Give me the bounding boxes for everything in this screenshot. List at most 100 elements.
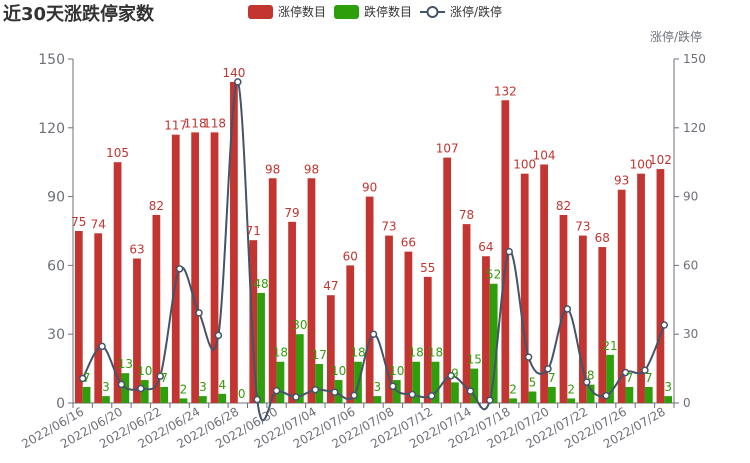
bar-up[interactable] [404, 251, 413, 403]
bar-up[interactable] [171, 134, 180, 403]
ratio-point[interactable] [563, 305, 572, 313]
ratio-point[interactable] [466, 387, 475, 395]
ratio-point[interactable] [427, 392, 436, 400]
bar-up-label: 73 [575, 220, 590, 234]
legend-item-down[interactable]: 跌停数目 [334, 4, 412, 19]
bar-up-label: 64 [478, 240, 493, 254]
bar-down[interactable] [102, 396, 110, 403]
ratio-point[interactable] [389, 382, 397, 391]
bar-up[interactable] [191, 132, 200, 404]
bar-up[interactable] [74, 231, 83, 403]
legend-item-ratio[interactable]: 涨停/跌停 [420, 4, 502, 19]
bar-up[interactable] [579, 235, 587, 403]
bar-up[interactable] [307, 178, 316, 403]
bar-up[interactable] [230, 81, 238, 403]
bar-up[interactable] [520, 173, 529, 403]
ratio-point[interactable] [660, 321, 669, 329]
ratio-point[interactable] [156, 372, 164, 380]
bar-up[interactable] [268, 178, 277, 403]
bar-up[interactable] [210, 132, 219, 404]
bar-up[interactable] [346, 265, 355, 403]
bar-up[interactable] [152, 214, 161, 403]
ratio-point[interactable] [505, 247, 513, 256]
bar-down[interactable] [489, 283, 498, 403]
bar-up[interactable] [385, 235, 393, 403]
bar-down[interactable] [199, 396, 207, 403]
ratio-point[interactable] [311, 385, 320, 394]
bar-up[interactable] [598, 247, 607, 403]
ratio-point[interactable] [234, 78, 242, 86]
bar-up[interactable] [637, 173, 645, 403]
bar-up-label: 140 [222, 66, 245, 80]
bar-down-label: 5 [529, 376, 537, 390]
ratio-point[interactable] [98, 342, 106, 351]
bar-down[interactable] [160, 386, 168, 403]
bar-up[interactable] [656, 169, 665, 403]
bar-down[interactable] [586, 384, 595, 403]
bar-down[interactable] [334, 380, 343, 403]
bar-down[interactable] [644, 386, 653, 403]
bar-down[interactable] [664, 396, 673, 403]
bar-up[interactable] [482, 256, 490, 403]
bar-up[interactable] [540, 164, 548, 403]
bar-down[interactable] [218, 393, 227, 403]
ratio-point[interactable] [330, 388, 339, 396]
y-left-tick-label: 30 [47, 327, 65, 343]
y-right-axis-name: 涨停/跌停 [650, 29, 702, 44]
bar-up[interactable] [423, 276, 432, 403]
bar-up[interactable] [365, 196, 374, 403]
bar-up-label: 82 [556, 199, 571, 213]
ratio-point[interactable] [214, 331, 223, 340]
ratio-point[interactable] [641, 366, 649, 374]
ratio-point[interactable] [195, 309, 203, 317]
ratio-point[interactable] [253, 395, 261, 404]
bar-down[interactable] [276, 361, 285, 403]
ratio-point[interactable] [117, 380, 126, 389]
ratio-point[interactable] [78, 374, 87, 383]
legend-item-up[interactable]: 涨停数目 [248, 4, 326, 19]
bar-up[interactable] [559, 214, 568, 403]
bar-down[interactable] [373, 396, 382, 403]
bar-down[interactable] [509, 398, 517, 403]
bar-down[interactable] [451, 382, 459, 403]
bar-up[interactable] [443, 157, 452, 403]
bar-down[interactable] [412, 361, 421, 403]
bar-down[interactable] [315, 364, 324, 403]
bar-down[interactable] [82, 386, 91, 403]
bar-up-label: 75 [71, 215, 86, 229]
bar-down[interactable] [179, 398, 188, 403]
bar-down[interactable] [140, 380, 149, 403]
ratio-point[interactable] [583, 378, 591, 386]
bar-up[interactable] [288, 221, 296, 403]
bar-up[interactable] [249, 240, 258, 403]
bar-down[interactable] [295, 334, 304, 403]
bar-down[interactable] [257, 292, 265, 403]
bar-up[interactable] [113, 162, 122, 403]
ratio-point[interactable] [272, 386, 281, 395]
ratio-point[interactable] [369, 330, 378, 338]
ratio-point[interactable] [447, 371, 455, 380]
ratio-point[interactable] [408, 390, 417, 399]
bar-down[interactable] [567, 398, 576, 403]
bar-up[interactable] [94, 233, 103, 403]
bar-up[interactable] [462, 224, 471, 403]
bar-down[interactable] [528, 391, 537, 403]
ratio-point[interactable] [486, 396, 494, 404]
bar-down[interactable] [470, 368, 479, 403]
bar-up[interactable] [326, 295, 335, 403]
bar-up[interactable] [617, 189, 626, 403]
ratio-point[interactable] [544, 365, 552, 373]
bar-down[interactable] [547, 386, 556, 403]
ratio-point[interactable] [524, 353, 533, 361]
bar-down[interactable] [625, 386, 634, 403]
bar-up[interactable] [501, 100, 510, 403]
bar-down[interactable] [606, 354, 614, 403]
bar-down[interactable] [431, 361, 440, 403]
ratio-point[interactable] [621, 368, 630, 377]
ratio-point[interactable] [602, 391, 610, 400]
ratio-point[interactable] [137, 384, 145, 393]
ratio-point[interactable] [350, 391, 358, 400]
ratio-point[interactable] [175, 265, 184, 273]
bar-up[interactable] [133, 258, 141, 403]
ratio-point[interactable] [292, 393, 300, 401]
